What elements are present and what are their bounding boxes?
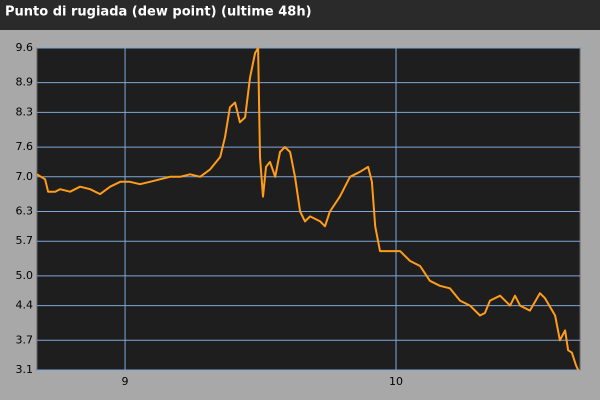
y-tick-label: 7.6 <box>16 140 34 153</box>
y-tick-label: 7.0 <box>16 170 34 183</box>
y-tick-label: 5.0 <box>16 269 34 282</box>
y-tick-label: 9.6 <box>16 41 34 54</box>
x-tick-label: 9 <box>122 375 129 388</box>
data-line <box>36 47 580 371</box>
chart-title: Punto di rugiada (dew point) (ultime 48h… <box>5 5 312 20</box>
y-tick-label: 8.3 <box>16 105 34 118</box>
plot-area <box>36 47 581 371</box>
x-tick-label: 10 <box>389 375 403 388</box>
title-bar <box>0 0 600 30</box>
y-tick-label: 4.4 <box>16 299 34 312</box>
y-tick-label: 6.3 <box>16 204 34 217</box>
y-tick-label: 3.1 <box>16 363 34 376</box>
y-tick-label: 5.7 <box>16 234 34 247</box>
y-tick-label: 3.7 <box>16 333 34 346</box>
y-tick-label: 8.9 <box>16 76 34 89</box>
